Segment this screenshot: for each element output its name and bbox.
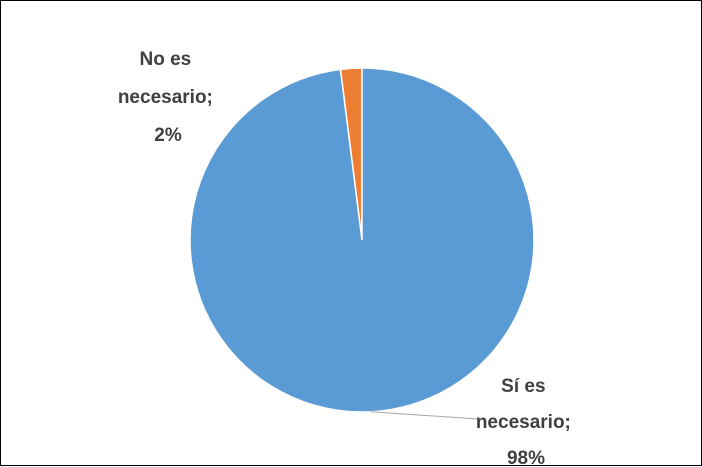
leader-line-si-es-necesario [370,411,480,420]
pie-slices [189,67,535,413]
data-label-si-es-necesario: Sí es necesario; 98% [476,376,576,467]
data-label-no-es-necesario: No es necesario; 2% [118,49,218,146]
pie-slice-s-es-necesario [189,67,535,413]
